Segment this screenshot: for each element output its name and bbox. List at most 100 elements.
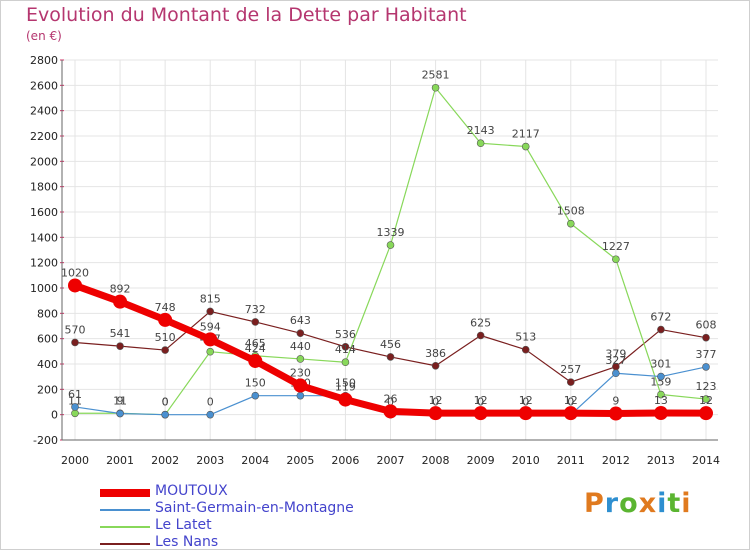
legend-label: MOUTOUX — [155, 483, 228, 499]
y-tick-label: 2000 — [30, 155, 58, 168]
data-label-moutoux: 12 — [474, 394, 488, 407]
data-label-le-latet: 159 — [650, 376, 671, 389]
x-tick-label: 2011 — [557, 454, 585, 467]
data-point-le-latet — [341, 358, 350, 367]
data-point-les-nans — [566, 378, 575, 386]
data-label-moutoux: 12 — [519, 394, 533, 407]
y-tick-label: -200 — [33, 434, 58, 447]
data-label-moutoux: 892 — [110, 283, 131, 296]
x-tick-label: 2001 — [106, 454, 134, 467]
data-point-les-nans — [341, 342, 350, 351]
x-tick-label: 2009 — [467, 454, 495, 467]
data-point-le-latet — [431, 83, 440, 92]
data-point-le-latet — [296, 355, 305, 363]
data-point-saint-germain-en-montagne — [71, 403, 79, 411]
y-tick-label: 2200 — [30, 130, 58, 143]
y-tick-label: 400 — [37, 358, 58, 371]
data-label-saint-germain-en-montagne: 0 — [477, 396, 484, 409]
data-point-les-nans — [702, 333, 710, 342]
data-label-le-latet: 2117 — [512, 128, 540, 141]
chart-title: Evolution du Montant de la Dette par Hab… — [26, 4, 467, 26]
data-label-les-nans: 625 — [470, 317, 491, 330]
data-label-moutoux: 12 — [699, 394, 713, 407]
data-point-le-latet — [386, 241, 395, 249]
legend-label: Saint-Germain-en-Montagne — [155, 500, 354, 516]
data-point-les-nans — [251, 318, 260, 326]
data-label-les-nans: 386 — [425, 347, 446, 360]
data-point-saint-germain-en-montagne — [161, 410, 169, 419]
legend-swatch — [100, 489, 150, 497]
data-label-les-nans: 541 — [110, 327, 131, 340]
data-label-les-nans: 672 — [650, 311, 671, 324]
data-label-saint-germain-en-montagne: 301 — [650, 358, 671, 371]
data-point-moutoux — [699, 406, 713, 421]
data-label-saint-germain-en-montagne: 9 — [117, 395, 124, 408]
data-point-les-nans — [657, 325, 665, 334]
data-label-les-nans: 815 — [200, 292, 221, 305]
logo-letter: i — [657, 488, 668, 519]
x-tick-label: 2014 — [692, 454, 720, 467]
logo-letter: t — [667, 488, 682, 519]
data-point-le-latet — [566, 219, 575, 228]
logo-letter: r — [604, 488, 620, 519]
data-label-le-latet: 2581 — [422, 69, 450, 82]
data-point-les-nans — [71, 338, 79, 347]
x-tick-label: 2007 — [377, 454, 405, 467]
legend-swatch — [100, 526, 150, 528]
logo-letter: i — [681, 488, 692, 519]
data-point-les-nans — [386, 353, 395, 361]
proxiti-logo: Proxiti — [584, 488, 692, 519]
data-label-le-latet: 1227 — [602, 240, 630, 253]
y-tick-label: 1000 — [30, 282, 58, 295]
data-label-saint-germain-en-montagne: 327 — [605, 354, 626, 367]
data-label-moutoux: 119 — [335, 381, 356, 394]
data-label-moutoux: 1020 — [61, 266, 89, 279]
data-point-les-nans — [296, 329, 305, 338]
logo-letter: P — [584, 488, 605, 519]
x-tick-label: 2000 — [61, 454, 89, 467]
x-tick-label: 2006 — [331, 454, 359, 467]
data-label-saint-germain-en-montagne: 150 — [245, 377, 266, 390]
data-label-les-nans: 608 — [696, 319, 717, 332]
data-point-moutoux — [608, 406, 623, 421]
x-tick-label: 2008 — [422, 454, 450, 467]
data-label-moutoux: 594 — [200, 320, 221, 333]
data-label-les-nans: 510 — [155, 331, 176, 344]
data-point-moutoux — [158, 312, 173, 327]
data-point-moutoux — [113, 294, 128, 309]
data-point-les-nans — [206, 307, 215, 316]
data-label-saint-germain-en-montagne: 377 — [696, 348, 717, 361]
chart-unit: (en €) — [26, 29, 62, 43]
data-point-moutoux — [473, 406, 488, 421]
data-point-le-latet — [657, 390, 665, 399]
data-point-moutoux — [653, 406, 668, 421]
data-point-moutoux — [383, 404, 398, 419]
data-label-saint-germain-en-montagne: 0 — [207, 396, 214, 409]
data-label-moutoux: 9 — [612, 395, 619, 408]
y-tick-label: 0 — [51, 409, 58, 422]
data-point-le-latet — [612, 255, 620, 264]
data-label-moutoux: 12 — [429, 394, 443, 407]
data-label-le-latet: 2143 — [467, 124, 495, 137]
data-point-les-nans — [476, 331, 485, 340]
data-point-les-nans — [521, 345, 530, 354]
legend-label: Les Nans — [155, 534, 219, 550]
data-label-saint-germain-en-montagne: 0 — [387, 396, 394, 409]
data-point-moutoux — [563, 406, 578, 421]
data-label-les-nans: 456 — [380, 338, 401, 351]
data-point-moutoux — [518, 406, 533, 421]
data-point-saint-germain-en-montagne — [296, 391, 305, 400]
legend-label: Le Latet — [155, 517, 212, 533]
data-label-les-nans: 732 — [245, 303, 266, 316]
data-point-moutoux — [68, 278, 82, 293]
y-tick-label: 2600 — [30, 79, 58, 92]
data-point-le-latet — [71, 409, 79, 418]
y-tick-label: 200 — [37, 383, 58, 396]
x-tick-label: 2004 — [241, 454, 269, 467]
data-point-moutoux — [293, 378, 308, 393]
y-tick-label: 1200 — [30, 257, 58, 270]
data-label-le-latet: 1508 — [557, 205, 585, 218]
data-point-saint-germain-en-montagne — [612, 369, 620, 378]
legend-swatch — [100, 509, 150, 511]
